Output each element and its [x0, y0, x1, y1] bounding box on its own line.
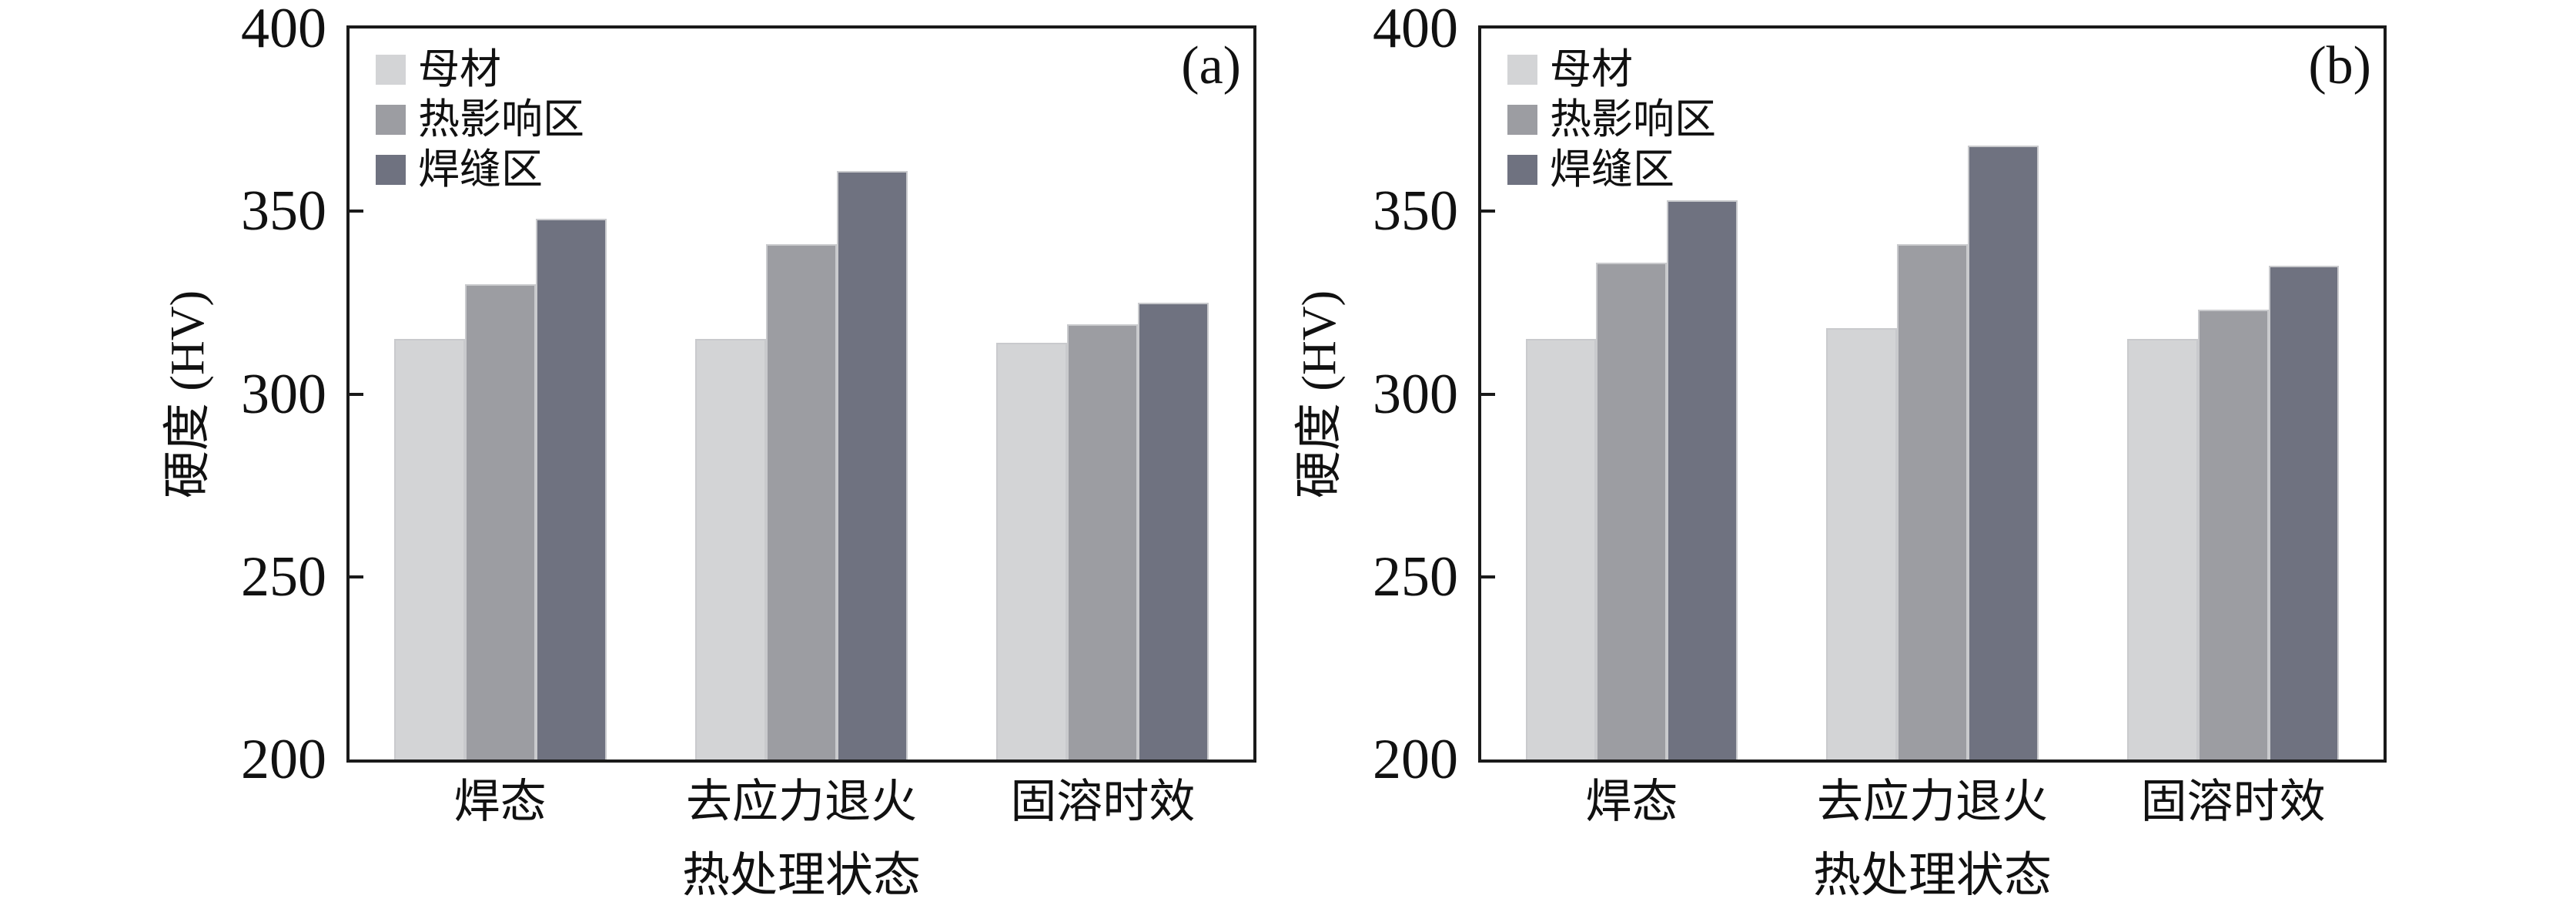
legend-item: 焊缝区: [1507, 149, 1716, 190]
legend-swatch: [1507, 104, 1537, 135]
legend-label: 热影响区: [1550, 96, 1716, 143]
plot-area-a: (a) 200 250 300 350 400 焊态 去应力退火 固溶时效 母材 热影响区 焊缝区: [241, 0, 1256, 827]
x-tick-label: 去应力退火: [686, 776, 917, 827]
bar: [1826, 328, 1898, 759]
y-axis-title-wrap-a: 硬度 (HV): [156, 25, 220, 763]
y-tick-mark: [1481, 210, 1495, 213]
y-tick-label: 300: [1373, 362, 1458, 426]
y-tick-mark: [350, 210, 363, 213]
y-tick-label: 200: [241, 728, 326, 791]
y-tick-label: 300: [241, 362, 326, 426]
legend-label: 母材: [1550, 46, 1633, 92]
bar: [535, 218, 607, 759]
bar: [996, 343, 1068, 759]
legend-item: 母材: [1507, 49, 1716, 90]
legend-label: 母材: [418, 46, 501, 92]
legend-item: 热影响区: [1507, 99, 1716, 140]
x-axis-title-b: 热处理状态: [1812, 850, 2052, 902]
legend-swatch: [1507, 54, 1537, 85]
legend-swatch: [1507, 154, 1537, 185]
x-axis-title-a: 热处理状态: [681, 850, 922, 902]
y-tick-label: 350: [1373, 179, 1458, 243]
bar: [1967, 145, 2039, 759]
y-tick-mark: [1481, 392, 1495, 396]
bar: [1525, 339, 1597, 759]
y-tick-label: 250: [1373, 545, 1458, 609]
legend-item: 焊缝区: [376, 149, 584, 190]
y-tick-mark: [350, 392, 363, 396]
chart-panel-b: (b) 200 250 300 350 400 焊态 去应力退火 固溶时效 母材 热影响区 焊缝区 …: [1293, 0, 2387, 900]
panel-label-a: (a): [1181, 36, 1241, 96]
x-tick-label: 固溶时效: [2140, 776, 2326, 827]
x-tick-label: 去应力退火: [1817, 776, 2048, 827]
bar: [393, 339, 465, 759]
legend-label: 焊缝区: [418, 146, 543, 193]
bar: [464, 284, 536, 759]
bar: [695, 339, 766, 759]
bar: [1897, 243, 1968, 759]
x-tick-label: 固溶时效: [1010, 776, 1196, 827]
legend-label: 热影响区: [418, 96, 584, 143]
bar: [2197, 310, 2269, 759]
legend-swatch: [376, 104, 406, 135]
y-axis-title-wrap-b: 硬度 (HV): [1287, 25, 1352, 763]
y-tick-label: 350: [241, 179, 326, 243]
bar: [766, 243, 837, 759]
y-tick-mark: [1481, 575, 1495, 578]
x-tick-label: 焊态: [1585, 776, 1678, 827]
y-axis-title-b: 硬度 (HV): [1293, 290, 1346, 498]
bar: [1667, 200, 1738, 759]
chart-panel-a: (a) 200 250 300 350 400 焊态 去应力退火 固溶时效 母材 热影响区 焊缝区 …: [162, 0, 1256, 900]
bar: [836, 171, 908, 759]
bar: [1138, 302, 1209, 759]
x-tick-label: 焊态: [453, 776, 547, 827]
legend: 母材 热影响区 焊缝区: [376, 49, 584, 199]
bar: [2126, 339, 2198, 759]
y-tick-mark: [350, 575, 363, 578]
bar: [1067, 324, 1139, 759]
legend-swatch: [376, 154, 406, 185]
y-axis-title-a: 硬度 (HV): [162, 290, 214, 498]
panel-label-b: (b): [2308, 36, 2371, 96]
y-tick-label: 200: [1373, 728, 1458, 791]
legend-label: 焊缝区: [1550, 146, 1674, 193]
legend-item: 母材: [376, 49, 584, 90]
bar: [2268, 266, 2340, 759]
plot-area-b: (b) 200 250 300 350 400 焊态 去应力退火 固溶时效 母材 热影响区 焊缝区: [1373, 0, 2387, 827]
bar: [1596, 262, 1668, 759]
y-tick-label: 250: [241, 545, 326, 609]
legend-item: 热影响区: [376, 99, 584, 140]
y-tick-label: 400: [1373, 0, 1458, 60]
legend: 母材 热影响区 焊缝区: [1507, 49, 1716, 199]
y-tick-label: 400: [241, 0, 326, 60]
legend-swatch: [376, 54, 406, 85]
